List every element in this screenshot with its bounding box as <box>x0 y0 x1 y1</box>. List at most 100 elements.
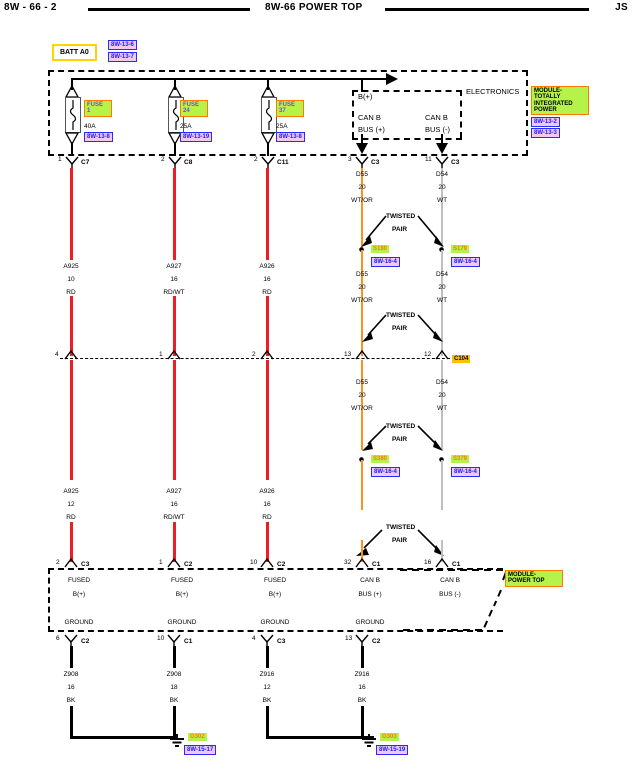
pt-ground-c2-pin13-icon[interactable] <box>355 634 369 646</box>
wire-d55-top-color: WT/OR <box>351 197 373 204</box>
twisted-pair-3-line2: PAIR <box>392 436 408 443</box>
ref-ground-g303[interactable]: 8W-15-19 <box>376 745 409 756</box>
wire-z908b-bottom <box>173 706 176 736</box>
wire-d54-to-module <box>441 540 443 562</box>
pt-ground-c2-pin6-pin: 6 <box>56 635 60 642</box>
c104-pin13-icon[interactable] <box>355 349 369 360</box>
ref-splice-s179[interactable]: 8W-16-4 <box>451 257 480 268</box>
pt-input-c3-pin2-icon[interactable] <box>64 557 78 568</box>
splice-s380-label[interactable]: S380 <box>371 455 390 464</box>
pt-input-c2-pin10-icon[interactable] <box>260 557 274 568</box>
pt-outline-left <box>48 568 50 632</box>
header-rule-left <box>88 8 250 11</box>
pt-input-c1-pin16-conn: C1 <box>452 561 461 568</box>
ref-8w-13-7[interactable]: 8W-13-7 <box>108 52 137 63</box>
connector-c11-name: C11 <box>277 159 289 166</box>
twisted-pair-2-line1: TWISTED <box>386 312 416 319</box>
pt-ground-2-label: GROUND <box>260 619 290 626</box>
fuse-1-chip[interactable]: FUSE 1 <box>84 100 112 117</box>
gnd-wire-0-color: BK <box>66 697 76 704</box>
connector-c8-icon[interactable] <box>168 156 182 168</box>
fuse-37-number: 37 <box>279 108 286 115</box>
c104-pin2-icon[interactable] <box>260 349 274 360</box>
wire-d54-mid-gauge: 20 <box>438 284 446 291</box>
ref-fuse-1[interactable]: 8W-13-8 <box>84 132 113 143</box>
splice-s180-label[interactable]: S180 <box>371 245 390 254</box>
ref-fuse-37[interactable]: 8W-13-8 <box>276 132 305 143</box>
ref-splice-s380[interactable]: 8W-16-4 <box>371 467 400 478</box>
ref-ground-g302[interactable]: 8W-15-17 <box>184 745 217 756</box>
fuse24-down-arrow-icon <box>167 132 183 146</box>
connector-c3-pin3-icon[interactable] <box>355 156 369 168</box>
ref-splice-s180[interactable]: 8W-16-4 <box>371 257 400 268</box>
wire-a927-upper-circuit: A927 <box>166 263 182 270</box>
connector-c7-icon[interactable] <box>65 156 79 168</box>
connector-c104-name[interactable]: C104 <box>452 355 471 364</box>
ref-8w-13-3[interactable]: 8W-13-3 <box>531 128 560 139</box>
wire-a925-lower-color: RD <box>66 514 76 521</box>
gnd-wire-0-gauge: 16 <box>67 684 75 691</box>
connector-c11-icon[interactable] <box>261 156 275 168</box>
c104-pin1-icon[interactable] <box>167 349 181 360</box>
wire-a926-lower-gauge: 16 <box>263 501 271 508</box>
gnd-wire-3-circuit: Z916 <box>354 671 370 678</box>
pt-ground-c3-pin4-pin: 4 <box>252 635 256 642</box>
pt-ground-c3-pin4-icon[interactable] <box>260 634 274 646</box>
pt-ground-c3-pin4-conn: C3 <box>277 638 286 645</box>
electronics-outline-top <box>352 90 462 92</box>
electronics-feed-drop <box>361 78 363 92</box>
wire-a926-upper <box>266 168 269 260</box>
pt-input-c1-pin32-icon[interactable] <box>355 557 369 568</box>
ground-point-g303-label[interactable]: G303 <box>380 733 399 742</box>
wire-a927-upper <box>173 168 176 260</box>
splice-s179-label[interactable]: S179 <box>451 245 470 254</box>
fuse1-body <box>65 97 81 133</box>
fuse1-feed-wire <box>71 78 73 90</box>
bus-arrow-icon <box>372 72 398 86</box>
c104-pin12-icon[interactable] <box>435 349 449 360</box>
connector-c3-pin11-icon[interactable] <box>435 156 449 168</box>
wire-d54-low-gauge: 20 <box>438 392 446 399</box>
ref-splice-s379[interactable]: 8W-16-4 <box>451 467 480 478</box>
wire-z916b-top <box>361 646 364 668</box>
connector-c11-pin: 2 <box>254 156 258 163</box>
wire-d55-mid <box>361 250 363 356</box>
pt-input-c2-pin1-icon[interactable] <box>167 557 181 568</box>
wire-d55-mid-circuit: D55 <box>356 271 368 278</box>
splice-s379-label[interactable]: S379 <box>451 455 470 464</box>
fuse1-down-arrow-icon <box>64 132 80 146</box>
electronics-label: ELECTRONICS <box>466 87 520 96</box>
ground-point-g303-icon <box>361 734 377 748</box>
fuse-24-chip[interactable]: FUSE 24 <box>180 100 208 117</box>
connector-c3-pin3-name: C3 <box>371 159 380 166</box>
pt-ground-c2-pin13-conn: C2 <box>372 638 381 645</box>
wire-a925-lower-b <box>70 522 73 562</box>
wire-z916a-bottom <box>266 706 269 736</box>
wire-a926-upper-gauge: 16 <box>263 276 271 283</box>
ref-fuse-24[interactable]: 8W-13-19 <box>180 132 213 143</box>
fuse-37-chip[interactable]: FUSE 37 <box>276 100 304 117</box>
wire-a925-upper-circuit: A925 <box>63 263 79 270</box>
connector-c3-pin3-pin: 3 <box>348 156 352 163</box>
splice-s179-dot <box>437 245 446 254</box>
ref-8w-13-2[interactable]: 8W-13-2 <box>531 117 560 128</box>
wire-a926-lower-b <box>266 522 269 562</box>
gnd-wire-2-circuit: Z916 <box>259 671 275 678</box>
pt-input-c2-pin10-pin: 10 <box>250 559 258 566</box>
gnd-wire-1-circuit: Z908 <box>166 671 182 678</box>
wire-a925-upper <box>70 168 73 260</box>
pt-input-2-line2: B(+) <box>268 591 282 598</box>
pt-label-line2: POWER TOP <box>508 578 545 585</box>
page-title: 8W-66 POWER TOP <box>265 2 363 13</box>
ground-point-g302-label[interactable]: G302 <box>188 733 207 742</box>
wire-d54-mid-circuit: D54 <box>436 271 448 278</box>
c104-pin4-icon[interactable] <box>64 349 78 360</box>
pt-ground-c2-pin6-icon[interactable] <box>64 634 78 646</box>
pt-ground-c1-pin10-icon[interactable] <box>167 634 181 646</box>
ref-8w-13-6[interactable]: 8W-13-6 <box>108 40 137 51</box>
electronics-outline-bottom <box>352 138 462 140</box>
can-minus-line1: CAN B <box>425 113 448 122</box>
pt-input-c1-pin16-icon[interactable] <box>435 557 449 568</box>
pt-input-0-line1: FUSED <box>67 577 91 584</box>
pt-ground-c1-pin10-conn: C1 <box>184 638 193 645</box>
